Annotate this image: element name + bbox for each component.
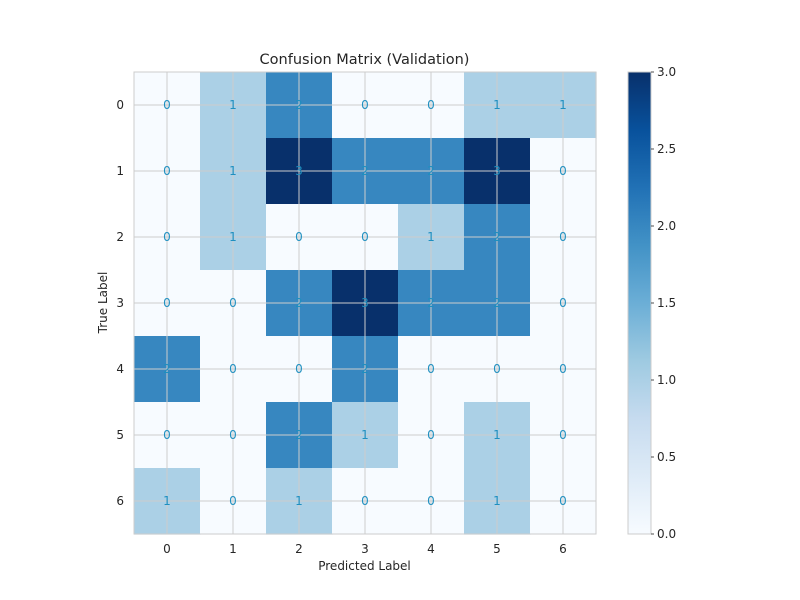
y-tick-label: 2: [116, 230, 124, 244]
cell-label-r1-c1: 1: [229, 164, 237, 178]
cell-label-r3-c1: 0: [229, 296, 237, 310]
cell-label-r3-c5: 2: [493, 296, 501, 310]
cell-value-labels: 0 1 2 0 0 1 1 0 1 3 2 2 3 0 0 1 0 0 1 2 0 0 0 2 3 2 2 0 2 0 0 2 0 0 0 0 0 2 1 0…: [163, 98, 567, 508]
cell-label-r6-c6: 0: [559, 494, 567, 508]
colorbar-tick-label: 2.0: [657, 219, 676, 233]
cell-label-r6-c4: 0: [427, 494, 435, 508]
x-tick-label: 2: [295, 542, 303, 556]
x-axis-label: Predicted Label: [318, 559, 411, 573]
colorbar: 0.0 0.5 1.0 1.5 2.0 2.5 3.0: [627, 65, 676, 541]
cell-label-r2-c1: 1: [229, 230, 237, 244]
cell-label-r6-c2: 1: [295, 494, 303, 508]
cell-label-r0-c4: 0: [427, 98, 435, 112]
colorbar-tick-label: 0.0: [657, 527, 676, 541]
cell-label-r5-c4: 0: [427, 428, 435, 442]
cell-label-r0-c2: 2: [295, 98, 303, 112]
y-axis-label: True Label: [96, 272, 110, 335]
cell-label-r4-c5: 0: [493, 362, 501, 376]
x-tick-label: 3: [361, 542, 369, 556]
cell-label-r2-c6: 0: [559, 230, 567, 244]
x-tick-label: 4: [427, 542, 435, 556]
cell-label-r1-c6: 0: [559, 164, 567, 178]
cell-label-r4-c6: 0: [559, 362, 567, 376]
cell-label-r5-c5: 1: [493, 428, 501, 442]
cell-label-r6-c1: 0: [229, 494, 237, 508]
colorbar-tick-label: 1.5: [657, 296, 676, 310]
cell-label-r1-c4: 2: [427, 164, 435, 178]
x-tick-label: 1: [229, 542, 237, 556]
cell-label-r4-c4: 0: [427, 362, 435, 376]
cell-label-r0-c1: 1: [229, 98, 237, 112]
colorbar-tick-label: 2.5: [657, 142, 676, 156]
cell-label-r0-c0: 0: [163, 98, 171, 112]
cell-label-r5-c3: 1: [361, 428, 369, 442]
x-axis-ticks: 0 1 2 3 4 5 6: [163, 542, 567, 556]
cell-label-r0-c5: 1: [493, 98, 501, 112]
cell-label-r0-c6: 1: [559, 98, 567, 112]
cell-label-r5-c1: 0: [229, 428, 237, 442]
cell-label-r2-c4: 1: [427, 230, 435, 244]
cell-label-r4-c3: 2: [361, 362, 369, 376]
plot-frame: [133, 71, 597, 535]
cell-label-r3-c0: 0: [163, 296, 171, 310]
cell-label-r6-c3: 0: [361, 494, 369, 508]
chart-title: Confusion Matrix (Validation): [260, 52, 470, 68]
y-tick-label: 3: [116, 296, 124, 310]
cell-label-r3-c4: 2: [427, 296, 435, 310]
cell-label-r5-c6: 0: [559, 428, 567, 442]
cell-label-r2-c5: 2: [493, 230, 501, 244]
colorbar-tick-label: 3.0: [657, 65, 676, 79]
cell-label-r0-c3: 0: [361, 98, 369, 112]
cell-label-r2-c0: 0: [163, 230, 171, 244]
y-tick-label: 4: [116, 362, 124, 376]
cell-label-r4-c1: 0: [229, 362, 237, 376]
colorbar-gradient: [628, 72, 651, 534]
cell-label-r4-c2: 0: [295, 362, 303, 376]
x-tick-label: 0: [163, 542, 171, 556]
cell-label-r2-c3: 0: [361, 230, 369, 244]
cell-label-r2-c2: 0: [295, 230, 303, 244]
cell-label-r3-c2: 2: [295, 296, 303, 310]
cell-label-r5-c2: 2: [295, 428, 303, 442]
colorbar-tick-label: 1.0: [657, 373, 676, 387]
cell-label-r1-c3: 2: [361, 164, 369, 178]
x-tick-label: 6: [559, 542, 567, 556]
y-tick-label: 1: [116, 164, 124, 178]
x-tick-label: 5: [493, 542, 501, 556]
cell-label-r3-c3: 3: [361, 296, 369, 310]
cell-label-r3-c6: 0: [559, 296, 567, 310]
y-tick-label: 0: [116, 98, 124, 112]
y-tick-label: 6: [116, 494, 124, 508]
cell-label-r1-c2: 3: [295, 164, 303, 178]
y-tick-label: 5: [116, 428, 124, 442]
grid-lines: [134, 72, 596, 534]
cell-label-r4-c0: 2: [163, 362, 171, 376]
cell-label-r6-c5: 1: [493, 494, 501, 508]
cell-label-r1-c0: 0: [163, 164, 171, 178]
cell-label-r6-c0: 1: [163, 494, 171, 508]
y-axis-ticks: 0 1 2 3 4 5 6: [116, 98, 124, 508]
cell-label-r1-c5: 3: [493, 164, 501, 178]
cell-label-r5-c0: 0: [163, 428, 171, 442]
colorbar-tick-label: 0.5: [657, 450, 676, 464]
